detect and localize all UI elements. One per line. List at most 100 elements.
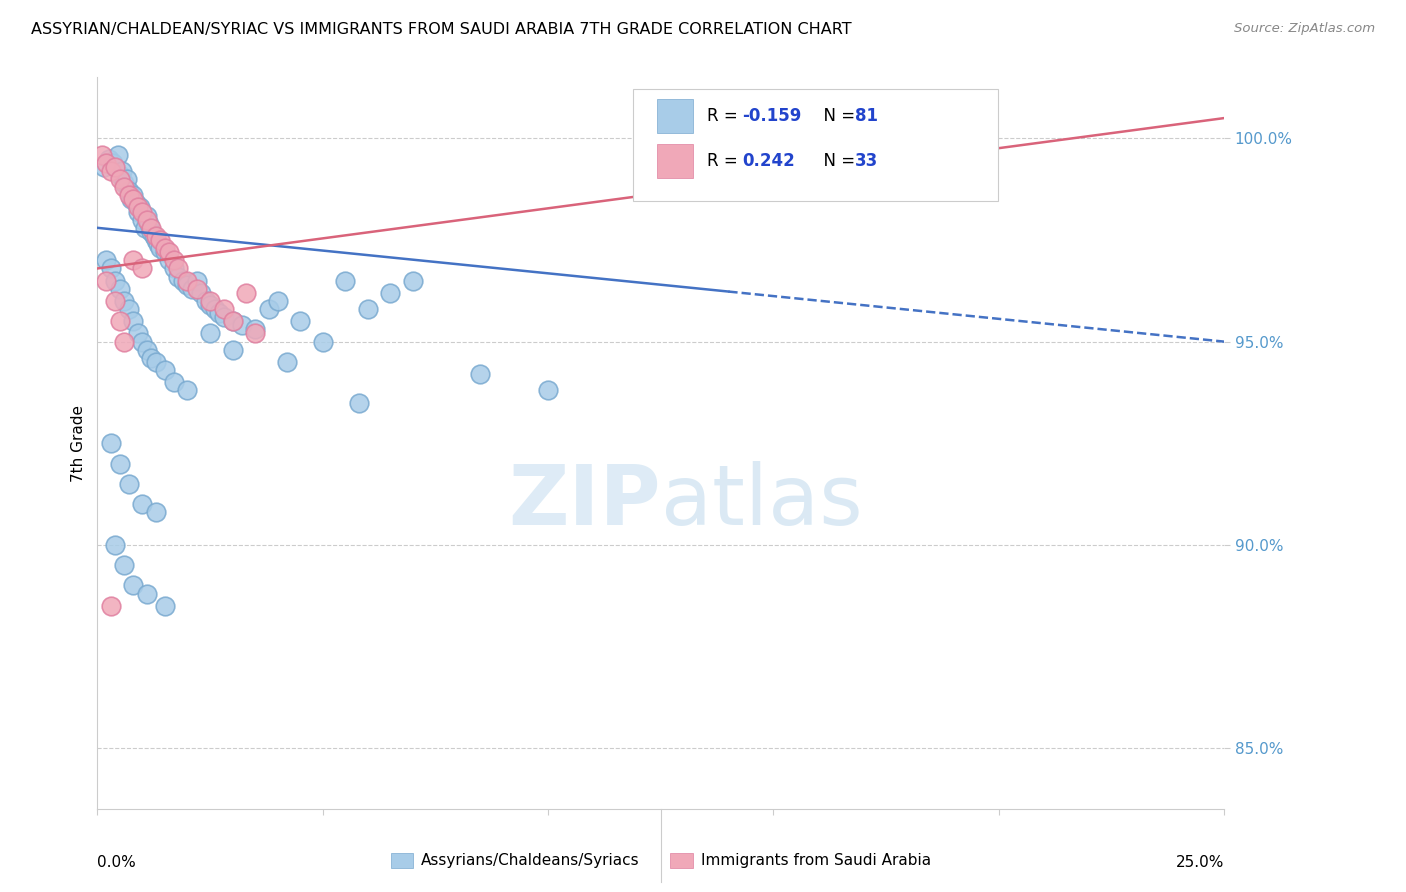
Point (118, 184, 141, 198)
Point (148, 237, 170, 252)
Text: N =: N = (813, 152, 860, 169)
Point (112, 293, 135, 308)
Point (167, 261, 190, 276)
Point (163, 253, 186, 268)
Point (186, 274, 208, 288)
Point (142, 229, 165, 244)
Point (127, 326, 149, 341)
Point (198, 326, 221, 341)
Point (141, 225, 163, 239)
Point (131, 497, 153, 511)
Text: ASSYRIAN/CHALDEAN/SYRIAC VS IMMIGRANTS FROM SAUDI ARABIA 7TH GRADE CORRELATION C: ASSYRIAN/CHALDEAN/SYRIAC VS IMMIGRANTS F… (31, 22, 852, 37)
Point (101, 155, 124, 169)
Point (112, 334, 135, 349)
Point (243, 326, 266, 341)
Point (122, 193, 145, 207)
Text: N =: N = (813, 107, 860, 125)
Point (136, 212, 159, 227)
Point (118, 188, 141, 202)
Point (153, 241, 176, 255)
Point (100, 164, 122, 178)
Point (198, 293, 221, 308)
Point (176, 277, 198, 292)
Point (108, 457, 131, 471)
Text: R =: R = (707, 107, 744, 125)
Point (108, 314, 131, 328)
Point (131, 334, 153, 349)
Point (138, 217, 160, 231)
Point (93, 160, 115, 174)
Point (118, 302, 141, 317)
Point (190, 285, 212, 300)
Point (100, 436, 122, 450)
Point (112, 180, 135, 194)
Point (176, 274, 198, 288)
Point (153, 599, 176, 613)
Point (167, 269, 190, 284)
Point (145, 505, 167, 519)
Point (145, 355, 167, 369)
Point (111, 164, 134, 178)
Y-axis label: 7th Grade: 7th Grade (72, 405, 86, 482)
Point (221, 343, 243, 357)
Point (141, 220, 163, 235)
Point (159, 245, 181, 260)
Point (100, 261, 122, 276)
Point (221, 314, 243, 328)
Point (231, 318, 253, 333)
Point (131, 261, 153, 276)
Text: 81: 81 (855, 107, 877, 125)
Point (108, 168, 131, 182)
Point (104, 274, 127, 288)
Point (141, 351, 163, 365)
Point (96, 155, 118, 169)
Point (347, 395, 370, 409)
Point (357, 302, 380, 317)
Point (145, 229, 167, 244)
Point (104, 538, 127, 552)
Legend: Assyrians/Chaldeans/Syriacs, Immigrants from Saudi Arabia: Assyrians/Chaldeans/Syriacs, Immigrants … (384, 847, 936, 874)
Point (243, 322, 266, 336)
Point (163, 261, 186, 276)
Point (312, 334, 335, 349)
Text: 25.0%: 25.0% (1175, 855, 1225, 871)
Point (112, 176, 135, 190)
Point (149, 241, 172, 255)
Point (96, 253, 118, 268)
Point (212, 310, 235, 325)
Point (108, 172, 131, 186)
Point (194, 293, 217, 308)
Point (120, 193, 142, 207)
Point (380, 285, 402, 300)
Point (208, 306, 231, 320)
Point (221, 314, 243, 328)
Point (90, 147, 112, 161)
Point (402, 274, 425, 288)
Point (97, 152, 120, 166)
Point (172, 274, 194, 288)
Point (288, 314, 311, 328)
Point (136, 343, 159, 357)
Point (108, 282, 131, 296)
Point (131, 212, 153, 227)
Point (104, 160, 127, 174)
Point (153, 245, 176, 260)
Point (122, 253, 145, 268)
Point (136, 209, 159, 223)
Point (129, 201, 152, 215)
Text: 0.0%: 0.0% (97, 855, 136, 871)
Text: 33: 33 (855, 152, 879, 169)
Point (107, 147, 129, 161)
Point (335, 274, 357, 288)
Point (122, 188, 145, 202)
Text: -0.159: -0.159 (742, 107, 801, 125)
Point (115, 172, 138, 186)
Point (127, 201, 149, 215)
Point (122, 578, 145, 592)
Point (276, 355, 298, 369)
Point (149, 233, 172, 247)
Point (134, 220, 156, 235)
Text: 0.242: 0.242 (742, 152, 796, 169)
Point (104, 293, 127, 308)
Point (235, 285, 257, 300)
